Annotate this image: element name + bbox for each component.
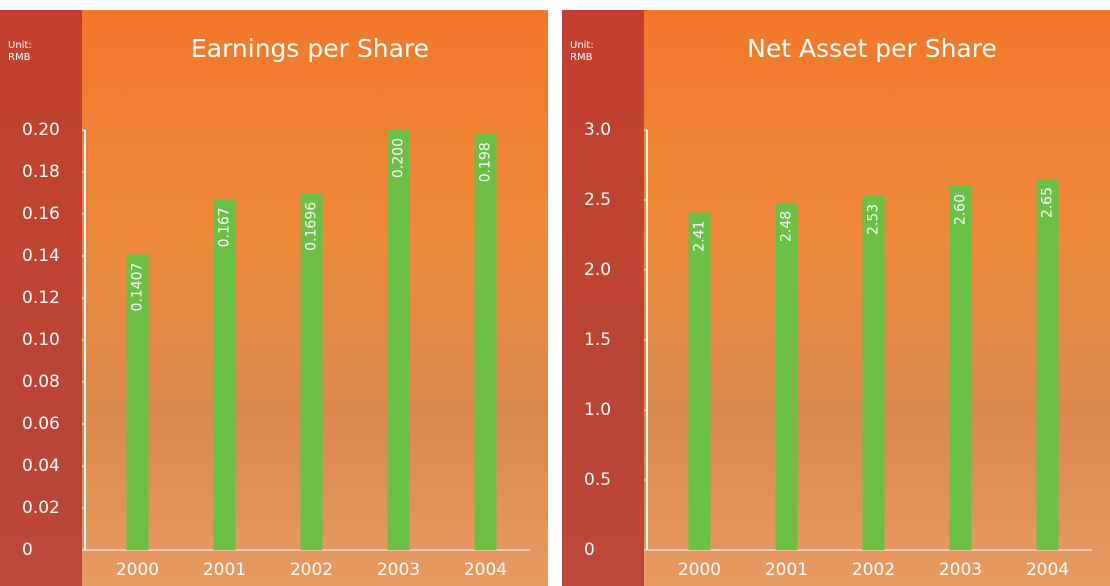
y-tick-label: 0.04 [22,456,60,476]
x-tick-label: 2001 [765,560,808,580]
chart: Net Asset per Share 0 0.5 1.0 1.5 2.0 2.5 3.0 20… [562,10,1110,586]
page: Unit: RMB Earnings per Share00.020.040.0… [0,0,1110,586]
value-label: 0.1407 [130,263,146,312]
bar [214,199,236,550]
y-tick-label: 0.5 [584,470,611,490]
value-label: 2.60 [953,194,969,225]
y-tick-label: 0.02 [22,498,60,518]
value-label: 2.48 [779,211,795,242]
y-tick-label: 0.12 [22,288,60,308]
chart-title: Earnings per Share [191,34,429,63]
value-label: 0.198 [478,142,494,182]
bar [863,196,885,550]
x-tick-label: 2004 [1026,560,1069,580]
x-tick-label: 2000 [678,560,721,580]
y-tick-label: 0.20 [22,120,60,140]
x-tick-label: 2004 [464,560,507,580]
x-tick-label: 2001 [203,560,246,580]
bar [950,186,972,550]
bar [475,134,497,550]
y-tick-label: 0.16 [22,204,60,224]
value-label: 0.1696 [304,202,320,251]
x-tick-label: 2000 [116,560,159,580]
bar [388,130,410,550]
y-tick-label: 0 [584,540,595,560]
x-tick-label: 2002 [290,560,333,580]
value-label: 2.65 [1040,187,1056,218]
y-tick-label: 0.08 [22,372,60,392]
x-tick-label: 2003 [939,560,982,580]
y-tick-label: 0.14 [22,246,60,266]
y-tick-label: 3.0 [584,120,611,140]
y-tick-label: 2.5 [584,190,611,210]
value-label: 0.200 [391,138,407,178]
value-label: 2.41 [692,221,708,252]
y-tick-label: 0.06 [22,414,60,434]
chart-title: Net Asset per Share [747,34,997,63]
bar [689,213,711,550]
y-tick-label: 1.0 [584,400,611,420]
chart: Earnings per Share 0 0.02 0.04 0.06 0.08 0.10 0… [0,10,548,586]
bar [1037,179,1059,550]
bar [776,203,798,550]
y-tick-label: 1.5 [584,330,611,350]
value-label: 0.167 [217,207,233,247]
x-tick-label: 2003 [377,560,420,580]
y-tick-label: 2.0 [584,260,611,280]
y-tick-label: 0 [22,540,33,560]
x-tick-label: 2002 [852,560,895,580]
y-tick-label: 0.18 [22,162,60,182]
value-label: 2.53 [866,204,882,235]
y-tick-label: 0.10 [22,330,60,350]
